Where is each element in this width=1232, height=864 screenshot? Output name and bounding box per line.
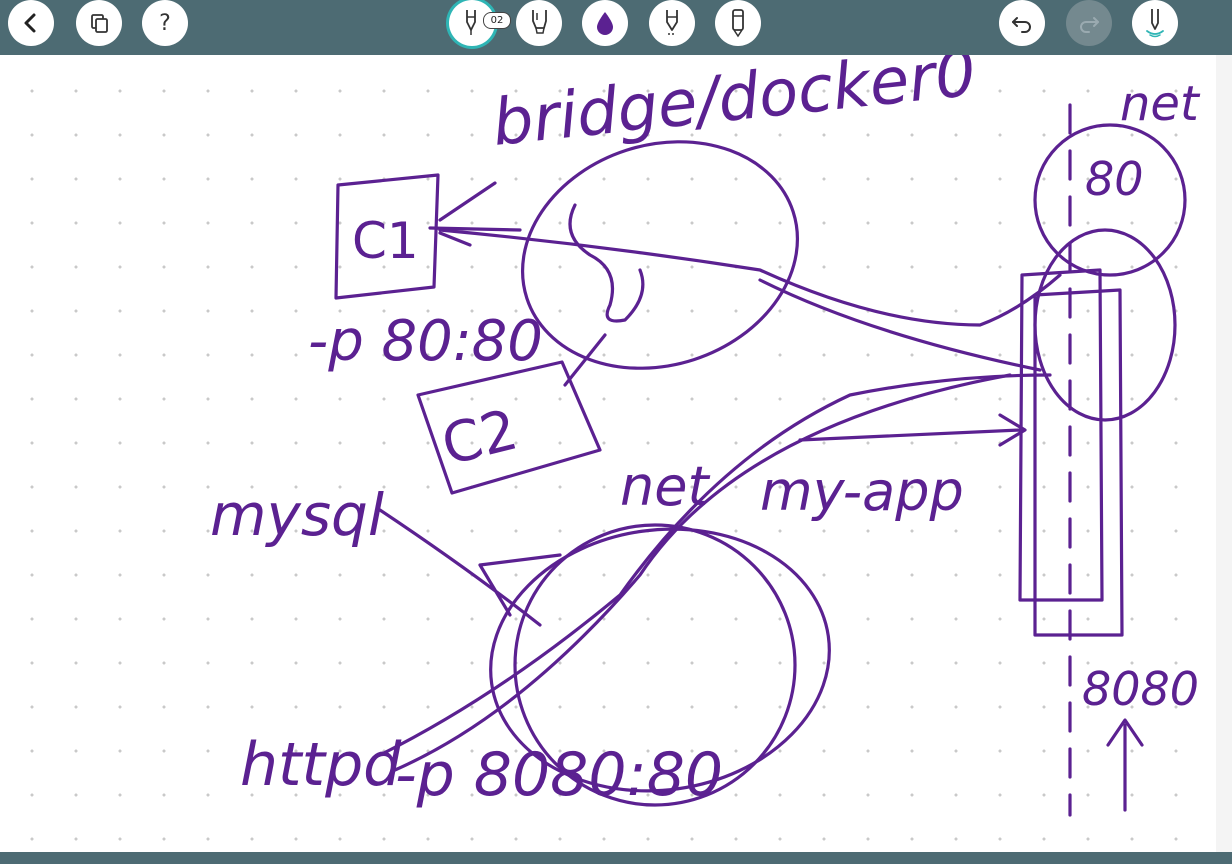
port1-label: -p 80:80 [308, 309, 543, 374]
redo-button[interactable] [1066, 0, 1112, 46]
host-rect [1018, 268, 1104, 602]
myapp-network-oval [489, 527, 831, 793]
pages-button[interactable] [76, 0, 122, 46]
c1-box [334, 173, 440, 300]
back-arrow-icon [24, 13, 36, 33]
mysql-label: mysql [210, 481, 384, 549]
host-arrow [798, 413, 1027, 447]
pen-size-badge[interactable]: 02 [483, 12, 511, 29]
net-right-label: net [1120, 76, 1201, 132]
myapp-label: my-app [760, 460, 964, 523]
drawing-canvas[interactable]: bridge/docker0 C1 -p 80:80 C2 mysql net … [0, 55, 1216, 852]
bridge-label: bridge/docker0 [489, 55, 979, 161]
bridge-to-host-line-2 [758, 278, 1042, 372]
c2-connector [563, 333, 607, 387]
c2-box [416, 360, 602, 495]
undo-icon [1012, 17, 1031, 33]
port80-label: 80 [1085, 152, 1144, 206]
mysql-arrow [378, 508, 562, 627]
help-button[interactable]: ? [142, 0, 188, 46]
handwritten-diagram: bridge/docker0 C1 -p 80:80 C2 mysql net … [210, 55, 1201, 817]
port2-label: -p 8080:80 [395, 740, 723, 810]
c2-label: C2 [436, 397, 524, 478]
bridge-connector [568, 203, 645, 323]
net-label: net [620, 455, 710, 518]
port8080-label: 8080 [1082, 662, 1199, 716]
httpd-connector [378, 373, 1052, 757]
up-arrow [1106, 718, 1144, 812]
color-drop-icon [597, 12, 613, 35]
eraser-tool-button[interactable] [649, 0, 695, 46]
host-circle-2 [1033, 228, 1177, 422]
stylus-icon [1146, 9, 1164, 38]
bridge-network-oval [520, 140, 800, 370]
stylus-button[interactable] [1132, 0, 1178, 46]
lasso-tool-button[interactable] [715, 0, 761, 46]
back-button[interactable] [8, 0, 54, 46]
bottom-bar [0, 852, 1232, 864]
httpd-label: httpd [240, 730, 402, 800]
lasso-tool-icon [732, 9, 744, 38]
canvas-edge [1216, 55, 1232, 852]
help-icon: ? [159, 10, 171, 36]
undo-button[interactable] [999, 0, 1045, 46]
c1-label: C1 [352, 212, 419, 270]
pen-tool-icon [466, 10, 476, 35]
highlighter-tool-button[interactable] [516, 0, 562, 46]
highlighter-tool-icon [532, 10, 547, 34]
redo-icon [1080, 17, 1099, 33]
top-toolbar: ? 02 [0, 0, 1232, 55]
color-button[interactable] [582, 0, 628, 46]
myapp-network-oval-2 [513, 523, 797, 807]
eraser-tool-icon [666, 10, 678, 35]
host-circle [1033, 123, 1187, 277]
c1-arrow [428, 181, 522, 247]
host-rect-2 [1033, 288, 1124, 637]
httpd-connector-2 [393, 373, 1012, 772]
pages-icon [91, 14, 108, 33]
bridge-to-host-line [438, 228, 1062, 327]
